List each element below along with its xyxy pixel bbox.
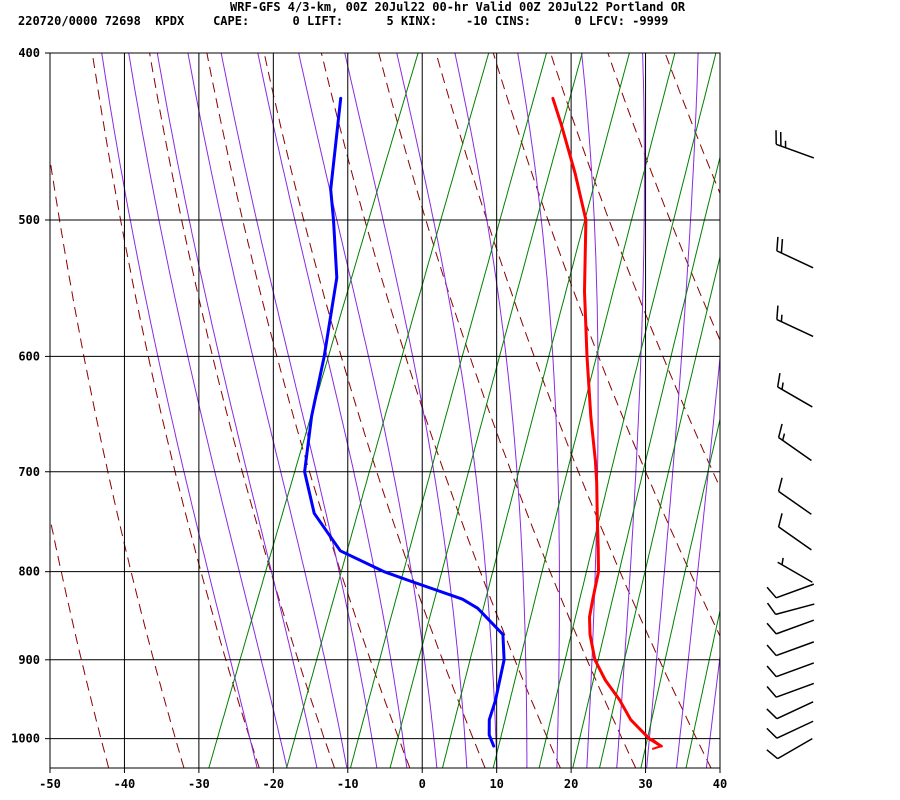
wind-barb [775, 130, 815, 159]
kinx-index: KINX: -10 [400, 14, 488, 28]
mixing-ratio-line [208, 53, 419, 768]
dry-adiabat-line [263, 53, 486, 768]
dry-adiabat-line [50, 516, 110, 768]
wind-barb [766, 602, 815, 616]
wind-barb [777, 557, 813, 583]
mixing-ratio-line [389, 53, 583, 768]
moist-adiabat-line [257, 53, 408, 768]
surface-temperature-marker [651, 738, 664, 751]
moist-adiabat-line [298, 53, 438, 768]
mixing-ratio-line [492, 53, 676, 768]
mixing-ratio-line [640, 417, 720, 768]
moist-adiabat-line [156, 53, 318, 768]
dry-adiabat-line [894, 53, 900, 768]
moist-adiabat-line [676, 352, 720, 768]
wind-barb [776, 305, 814, 338]
mixing-ratio-line [442, 53, 630, 768]
moist-adiabat-line [128, 53, 288, 768]
moist-adiabat-line [736, 53, 834, 768]
temperature-tick-label: -50 [39, 777, 61, 791]
pressure-tick-label: 500 [18, 213, 40, 227]
cins-index: CINS: 0 [494, 14, 582, 28]
pressure-tick-label: 800 [18, 565, 40, 579]
temperature-profile-line [551, 96, 663, 748]
wind-barb [766, 583, 815, 599]
dry-adiabat-line [149, 53, 335, 768]
chart-title: WRF-GFS 4/3-km, 00Z 20Jul22 00-hr Valid … [230, 0, 686, 14]
wind-barb [777, 513, 812, 551]
pressure-tick-label: 900 [18, 653, 40, 667]
plot-frame [49, 52, 721, 769]
temperature-tick-label: -30 [188, 777, 210, 791]
dry-adiabat-line [435, 53, 712, 768]
dry-adiabat-line [837, 53, 900, 768]
lfcv-index: LFCV: -9999 [588, 14, 669, 28]
mixing-ratio-line [572, 155, 720, 768]
temperature-tick-label: -10 [337, 777, 359, 791]
wind-barb [776, 236, 814, 269]
mixing-ratio-line [792, 53, 900, 768]
dry-adiabat-line [492, 53, 720, 638]
wind-barb [777, 423, 812, 462]
moist-adiabat-line [616, 53, 645, 768]
dry-adiabat-line [722, 53, 900, 768]
wind-barb [766, 738, 813, 760]
temperature-tick-label: 10 [489, 777, 503, 791]
run-id: 220720/0000 72698 KPDX [18, 14, 185, 28]
moist-adiabat-line [101, 53, 258, 768]
wind-barb [777, 477, 812, 515]
temperature-tick-label: -40 [114, 777, 136, 791]
lift-index: LIFT: 5 [307, 14, 394, 28]
wind-barb [766, 641, 815, 657]
moist-adiabat-line [646, 53, 699, 768]
mixing-ratio-line [685, 608, 720, 768]
dry-adiabat-line [50, 156, 185, 768]
wind-barb [776, 373, 813, 408]
moist-adiabat-line [454, 53, 528, 768]
pressure-tick-label: 1000 [11, 732, 40, 746]
temperature-tick-label: 30 [638, 777, 652, 791]
moist-adiabat-line [705, 652, 720, 768]
wind-barb [766, 720, 814, 739]
wind-barb [766, 619, 815, 635]
dewpoint-profile-line [303, 96, 506, 748]
dry-adiabat-line [206, 53, 411, 768]
moist-adiabat-line [396, 53, 498, 768]
cape-index: CAPE: 0 [213, 14, 300, 28]
wind-barb [766, 701, 814, 720]
moist-adiabat-line [344, 53, 468, 768]
wind-barb [766, 662, 815, 678]
pressure-tick-label: 600 [18, 349, 40, 363]
dry-adiabat-line [91, 53, 260, 768]
mixing-ratio-line [599, 254, 720, 768]
dry-adiabat-line [320, 53, 561, 768]
dry-adiabat-line [378, 53, 637, 768]
dry-adiabat-line [664, 53, 720, 195]
mixing-ratio-line [538, 53, 717, 768]
temperature-tick-label: 0 [419, 777, 426, 791]
dry-adiabat-line [607, 53, 720, 342]
mixing-ratio-line [350, 53, 547, 768]
moist-adiabat-line [220, 53, 378, 768]
moist-adiabat-line [187, 53, 348, 768]
wind-barb [766, 682, 815, 698]
pressure-tick-label: 700 [18, 465, 40, 479]
dry-adiabat-line [780, 53, 900, 768]
pressure-tick-label: 400 [18, 46, 40, 60]
temperature-tick-label: -20 [262, 777, 284, 791]
mixing-ratio-line [738, 53, 893, 768]
dry-adiabat-line [550, 53, 720, 489]
mixing-ratio-line [286, 53, 490, 768]
sounding-indices: 220720/0000 72698 KPDX CAPE: 0 LIFT: 5 K… [18, 14, 668, 28]
temperature-tick-label: 20 [564, 777, 578, 791]
temperature-tick-label: 40 [713, 777, 727, 791]
